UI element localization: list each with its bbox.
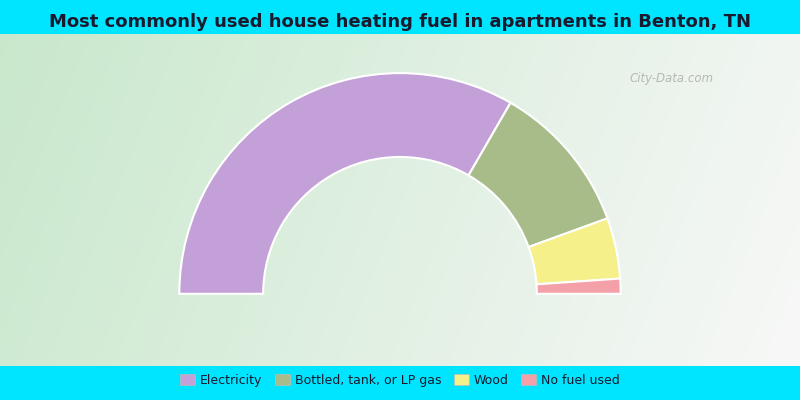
Wedge shape: [529, 218, 620, 284]
Text: Most commonly used house heating fuel in apartments in Benton, TN: Most commonly used house heating fuel in…: [49, 13, 751, 31]
Wedge shape: [537, 278, 621, 294]
Text: City-Data.com: City-Data.com: [630, 72, 714, 85]
Wedge shape: [179, 73, 510, 294]
Wedge shape: [469, 103, 607, 247]
Legend: Electricity, Bottled, tank, or LP gas, Wood, No fuel used: Electricity, Bottled, tank, or LP gas, W…: [175, 369, 625, 392]
